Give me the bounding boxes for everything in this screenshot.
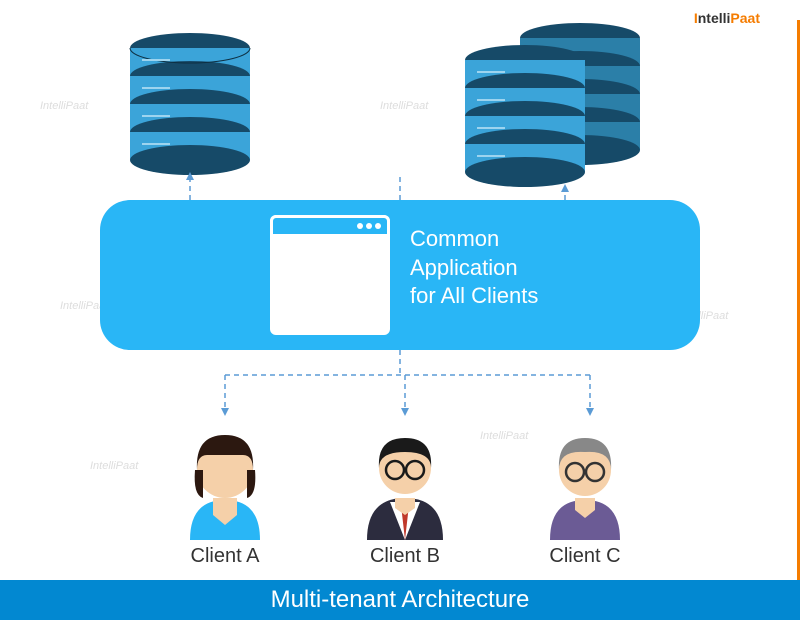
client-c: Client C bbox=[535, 420, 635, 568]
app-window-icon bbox=[270, 215, 390, 335]
client-b: Client B bbox=[355, 420, 455, 568]
logo-middle: ntelli bbox=[698, 10, 731, 26]
client-label: Client C bbox=[535, 545, 635, 568]
title-bar: Multi-tenant Architecture bbox=[0, 580, 800, 620]
database-icon bbox=[455, 42, 595, 192]
app-text-line2: Application bbox=[410, 254, 538, 283]
app-text-line1: Common bbox=[410, 225, 538, 254]
app-box: Common Application for All Clients bbox=[100, 200, 700, 350]
logo-suffix: Paat bbox=[730, 10, 760, 26]
watermark: IntelliPaat bbox=[480, 430, 528, 442]
logo: IntelliPaat bbox=[694, 10, 760, 26]
app-text-line3: for All Clients bbox=[410, 282, 538, 311]
person-icon bbox=[175, 420, 275, 540]
watermark: IntelliPaat bbox=[380, 100, 428, 112]
window-dots-icon bbox=[357, 223, 381, 229]
watermark: IntelliPaat bbox=[40, 100, 88, 112]
app-text: Common Application for All Clients bbox=[410, 225, 538, 311]
client-label: Client B bbox=[355, 545, 455, 568]
title-text: Multi-tenant Architecture bbox=[271, 586, 530, 613]
database-right-front bbox=[455, 42, 595, 192]
client-label: Client A bbox=[175, 545, 275, 568]
person-icon bbox=[355, 420, 455, 540]
database-left bbox=[120, 30, 260, 180]
app-window-header bbox=[270, 215, 390, 237]
person-icon bbox=[535, 420, 635, 540]
client-a: Client A bbox=[175, 420, 275, 568]
watermark: IntelliPaat bbox=[90, 460, 138, 472]
database-icon bbox=[120, 30, 260, 180]
